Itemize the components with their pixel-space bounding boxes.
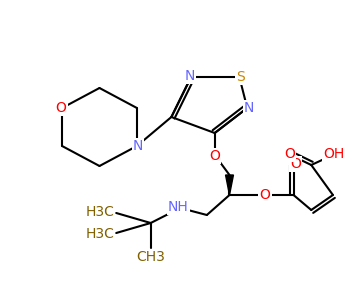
Text: O: O	[56, 101, 66, 115]
Text: N: N	[133, 139, 143, 153]
Text: N: N	[185, 69, 195, 83]
Text: O: O	[260, 188, 270, 202]
Text: H3C: H3C	[85, 205, 114, 219]
Text: H3C: H3C	[85, 227, 114, 241]
Text: OH: OH	[323, 147, 345, 161]
Text: S: S	[236, 70, 245, 84]
Text: NH: NH	[168, 200, 189, 214]
Text: N: N	[244, 101, 254, 115]
Text: O: O	[290, 157, 301, 171]
Polygon shape	[226, 175, 234, 195]
Text: O: O	[284, 147, 295, 161]
Text: O: O	[209, 149, 220, 163]
Text: CH3: CH3	[136, 250, 165, 264]
